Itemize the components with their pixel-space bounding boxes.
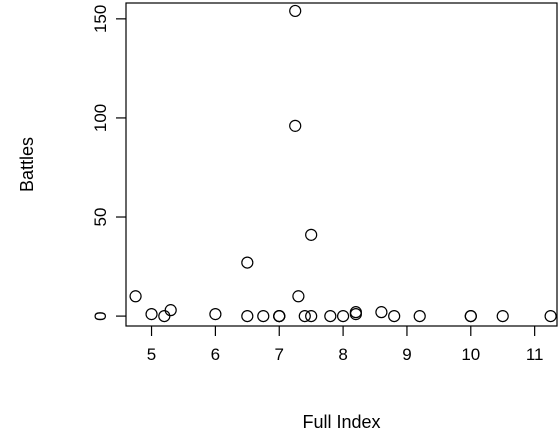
x-tick-label: 11 [526,345,544,364]
scatter-point [305,309,318,323]
y-tick-label: 150 [91,5,110,33]
x-tick-label: 6 [211,345,220,364]
scatter-point [241,309,254,323]
scatter-point [164,304,177,317]
x-tick-label: 5 [147,345,156,364]
x-tick-label: 8 [338,345,347,364]
y-axis: 0 50 100 150 [91,5,126,321]
x-axis: 5 6 7 8 9 10 11 [147,326,544,364]
scatter-point [464,309,477,323]
scatter-point [336,309,350,323]
y-tick-label: 100 [91,104,110,132]
scatter-point [129,290,142,303]
scatter-point [241,256,254,269]
plot-frame [125,2,558,327]
y-tick-label: 0 [91,311,110,320]
scatter-point [375,306,388,319]
data-points [129,4,557,323]
scatter-point [298,309,311,323]
x-tick-label: 7 [275,345,284,364]
scatter-point [158,309,171,323]
scatter-point [305,228,318,241]
scatter-point [349,306,362,319]
scatter-point [413,309,426,323]
y-tick-label: 50 [91,208,110,227]
scatter-point [289,119,302,132]
y-axis-title: Battles [17,137,37,192]
scatter-point [388,309,401,323]
scatter-point [544,309,557,323]
scatter-point [289,4,302,18]
scatter-point [145,308,158,321]
scatter-point [292,290,305,303]
x-tick-label: 10 [461,345,480,364]
scatter-point [209,308,222,321]
x-tick-label: 9 [402,345,411,364]
scatter-point [496,309,509,323]
scatter-point [273,309,286,323]
x-axis-title: Full Index [302,412,380,432]
scatter-point [257,309,270,323]
scatter-point [324,309,337,323]
